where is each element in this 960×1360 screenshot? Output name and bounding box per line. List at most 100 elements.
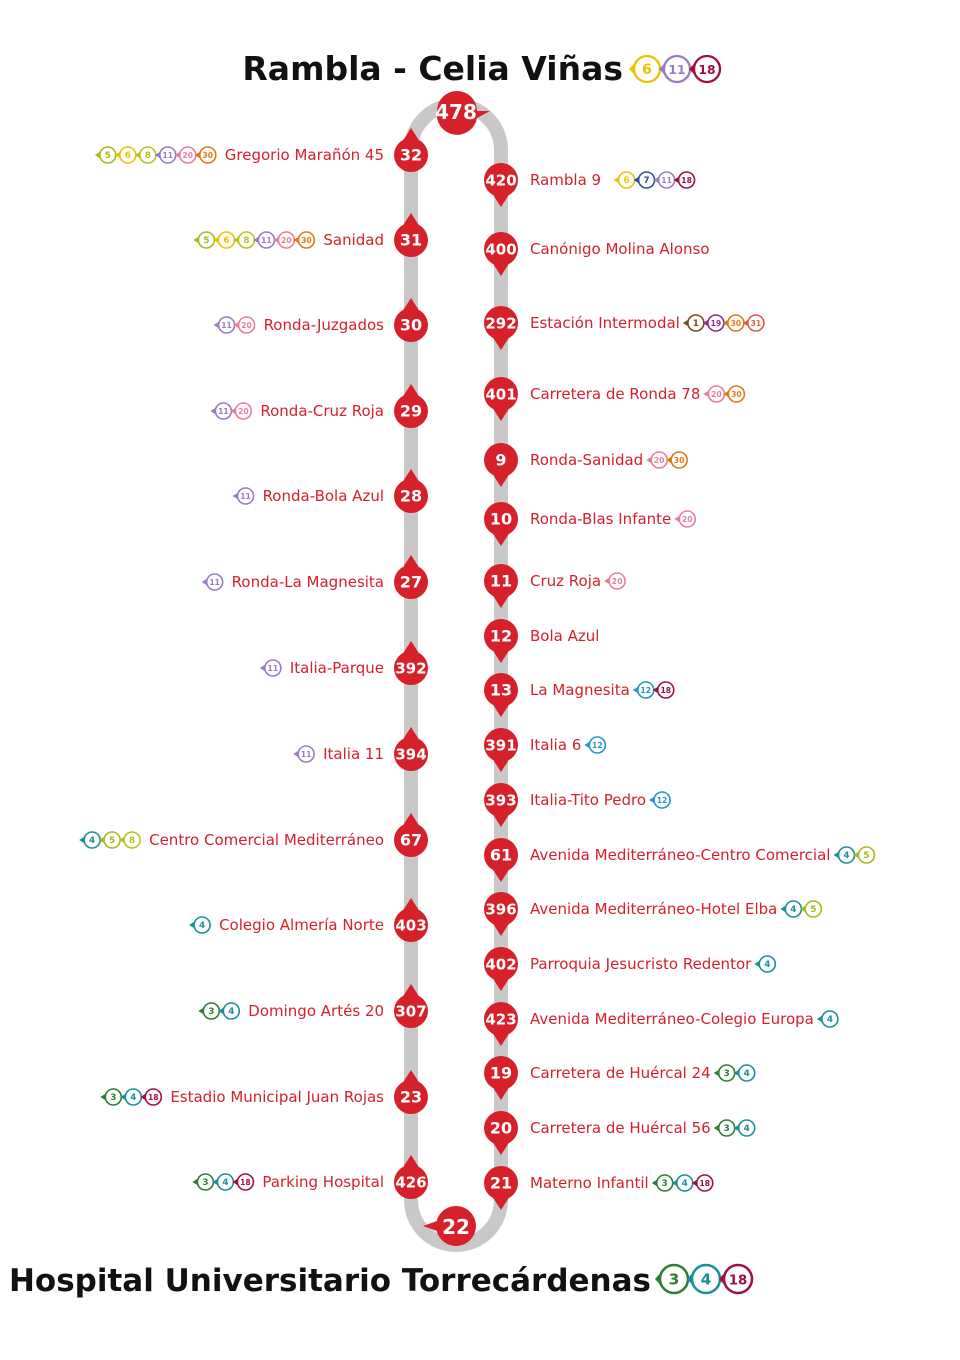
stop-number: 19 <box>490 1064 512 1083</box>
line-number: 18 <box>660 686 671 695</box>
stop-marker: 10 <box>484 502 518 546</box>
stop-marker: 292 <box>484 306 518 350</box>
line-badge-18: 18 <box>140 1088 163 1106</box>
stop-number: 394 <box>395 746 426 764</box>
stop-name: Centro Comercial Mediterráneo <box>149 831 384 849</box>
line-number: 3 <box>662 1179 668 1189</box>
stop-right-423: 423 Avenida Mediterráneo-Colegio Europa 4 <box>484 1002 839 1046</box>
line-number: 8 <box>129 836 135 846</box>
stop-left-27: 27 Ronda-La Magnesita 11 <box>201 555 428 599</box>
bottom-terminal-lines: 3 4 18 <box>655 1263 754 1295</box>
line-badge-20: 20 <box>233 316 256 334</box>
connections: 11 <box>232 487 255 505</box>
stop-left-28: 28 Ronda-Bola Azul 11 <box>232 469 428 513</box>
stop-number: 393 <box>485 792 516 810</box>
line-badge-4: 4 <box>212 1173 235 1191</box>
line-number: 20 <box>238 407 249 416</box>
stop-marker: 423 <box>484 1002 518 1046</box>
line-badge-4: 4 <box>79 831 101 849</box>
stop-name: Carretera de Huércal 56 <box>530 1119 711 1137</box>
top-terminal-lines: 6 11 18 <box>629 54 722 84</box>
stop-number: 400 <box>485 241 516 259</box>
line-number: 18 <box>240 1178 251 1187</box>
stop-name: Sanidad <box>323 231 384 249</box>
stop-number: 403 <box>395 917 426 935</box>
stop-marker: 30 <box>394 298 428 342</box>
stop-number: 30 <box>400 316 422 335</box>
line-badge-11: 11 <box>293 745 315 763</box>
line-badge-19: 19 <box>702 314 725 332</box>
stop-marker: 9 <box>484 443 518 487</box>
line-badge-4: 4 <box>833 846 856 864</box>
line-number: 20 <box>711 390 722 399</box>
stop-name: Ronda-Cruz Roja <box>260 402 384 420</box>
line-number: 8 <box>243 236 249 246</box>
line-badge-4: 4 <box>780 900 803 918</box>
line-number: 4 <box>843 851 849 861</box>
stop-number: 29 <box>400 402 422 421</box>
line-number: 11 <box>268 664 279 673</box>
connections: 5 6 8 11 20 30 <box>94 146 217 164</box>
stop-marker: 400 <box>484 232 518 276</box>
stop-left-30: 30 Ronda-Juzgados 11 20 <box>213 298 428 342</box>
line-number: 18 <box>729 1273 748 1288</box>
line-badge-4: 4 <box>733 1119 756 1137</box>
stop-number: 401 <box>485 386 516 404</box>
line-badge-30: 30 <box>293 231 316 249</box>
line-number: 5 <box>109 836 115 846</box>
bottom-terminal: Hospital Universitario Torrecárdenas 3 4 1… <box>9 1263 754 1299</box>
line-number: 4 <box>682 1179 688 1189</box>
stop-marker: 20 <box>484 1111 518 1155</box>
stop-right-420: 420 Rambla 9 6 7 11 18 <box>484 163 696 207</box>
line-number: 4 <box>199 921 205 931</box>
stop-number: 28 <box>400 487 422 506</box>
line-badge-11: 11 <box>210 402 233 420</box>
line-number: 11 <box>668 63 685 77</box>
line-number: 5 <box>105 151 111 161</box>
line-number: 19 <box>711 319 722 328</box>
line-badge-11: 11 <box>659 54 692 84</box>
stop-number: 22 <box>442 1215 470 1239</box>
line-number: 20 <box>612 577 623 586</box>
stop-name: Avenida Mediterráneo-Hotel Elba <box>530 900 777 918</box>
stop-number: 31 <box>400 231 422 250</box>
stop-name: Italia-Tito Pedro <box>530 791 646 809</box>
line-badge-8: 8 <box>134 146 157 164</box>
stop-name: Cruz Roja <box>530 572 601 590</box>
line-badge-12: 12 <box>584 736 607 754</box>
line-badge-20: 20 <box>604 572 626 590</box>
line-badge-4: 4 <box>687 1263 722 1295</box>
line-badge-4: 4 <box>754 955 777 973</box>
line-number: 11 <box>240 492 251 501</box>
stop-marker: 403 <box>394 898 428 942</box>
line-number: 8 <box>145 151 151 161</box>
connections: 20 30 <box>646 451 688 469</box>
line-number: 1 <box>693 319 699 329</box>
line-number: 11 <box>301 750 312 759</box>
line-badge-3: 3 <box>198 1002 221 1020</box>
stop-number: 402 <box>485 956 516 974</box>
line-number: 12 <box>657 796 668 805</box>
stop-name: Parking Hospital <box>262 1173 384 1191</box>
stop-marker: 31 <box>394 213 428 257</box>
line-badge-7: 7 <box>633 171 656 189</box>
stop-number: 396 <box>485 901 516 919</box>
line-number: 4 <box>228 1007 234 1017</box>
line-badge-12: 12 <box>649 791 671 809</box>
line-badge-3: 3 <box>655 1263 690 1295</box>
line-badge-5: 5 <box>800 900 823 918</box>
line-badge-20: 20 <box>174 146 197 164</box>
line-number: 4 <box>827 1015 833 1025</box>
line-number: 20 <box>654 456 665 465</box>
line-number: 11 <box>209 578 220 587</box>
stop-marker: 12 <box>484 619 518 663</box>
stop-name: Italia 11 <box>323 745 384 763</box>
line-badge-3: 3 <box>100 1088 123 1106</box>
stop-marker: 32 <box>394 128 428 172</box>
line-number: 11 <box>221 321 232 330</box>
connections: 11 20 <box>213 316 256 334</box>
line-number: 5 <box>810 905 816 915</box>
line-number: 3 <box>724 1124 730 1134</box>
